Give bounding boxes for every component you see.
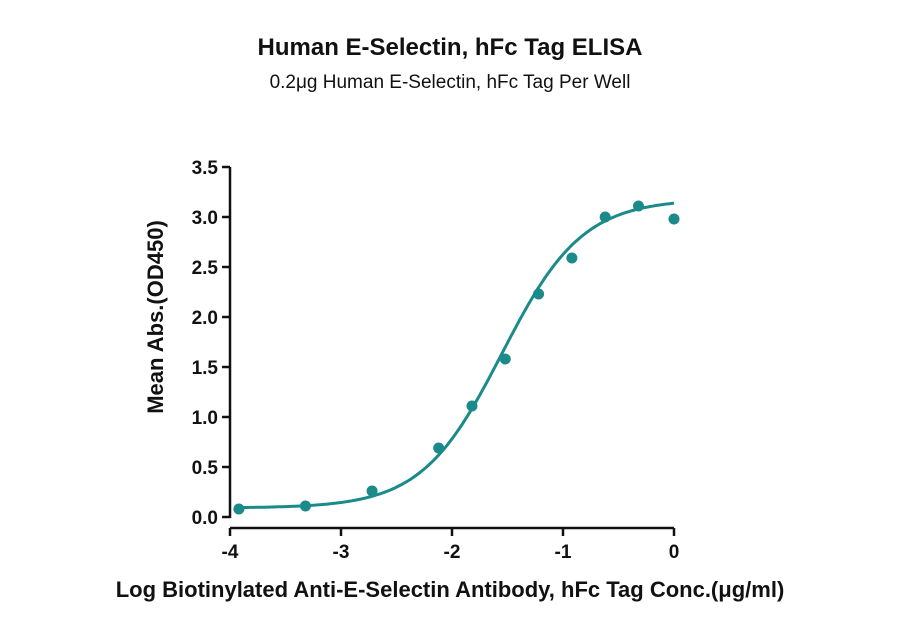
data-point xyxy=(533,288,545,300)
y-tick-label: 2.0 xyxy=(192,308,218,329)
data-point xyxy=(599,211,611,223)
y-tick-label: 2.5 xyxy=(192,258,219,279)
data-point xyxy=(566,252,578,264)
data-points-group xyxy=(233,200,680,515)
data-point xyxy=(233,503,245,515)
data-point xyxy=(366,485,378,497)
y-tick-label: 0.0 xyxy=(192,508,218,529)
x-tick-label: -2 xyxy=(444,542,461,563)
x-tick-label: -4 xyxy=(222,542,239,563)
x-tick-label: 0 xyxy=(669,542,680,563)
x-tick-label: -3 xyxy=(333,542,350,563)
y-tick-label: 1.0 xyxy=(192,408,218,429)
x-tick-label: -1 xyxy=(555,542,572,563)
y-axis-label: Mean Abs.(OD450) xyxy=(143,220,168,414)
data-point xyxy=(433,442,445,454)
data-point xyxy=(632,200,644,212)
data-point xyxy=(499,353,511,365)
x-axis-label: Log Biotinylated Anti-E-Selectin Antibod… xyxy=(116,577,785,602)
data-point xyxy=(299,500,311,512)
y-tick-label: 3.0 xyxy=(192,208,218,229)
chart-title: Human E-Selectin, hFc Tag ELISA xyxy=(258,34,643,61)
fit-curve-group xyxy=(238,201,675,510)
y-tick-label: 0.5 xyxy=(192,458,219,479)
y-tick-label: 1.5 xyxy=(192,358,219,379)
fit-curve-line xyxy=(238,201,675,510)
data-point xyxy=(466,400,478,412)
y-tick-label: 3.5 xyxy=(192,158,219,179)
data-point xyxy=(668,213,680,225)
x-ticks: -4 -3 -2 -1 0 xyxy=(222,528,680,563)
chart-subtitle: 0.2μg Human E-Selectin, hFc Tag Per Well xyxy=(270,72,631,93)
y-ticks: 0.0 0.5 1.0 1.5 2.0 2.5 3.0 3.5 xyxy=(192,158,230,529)
